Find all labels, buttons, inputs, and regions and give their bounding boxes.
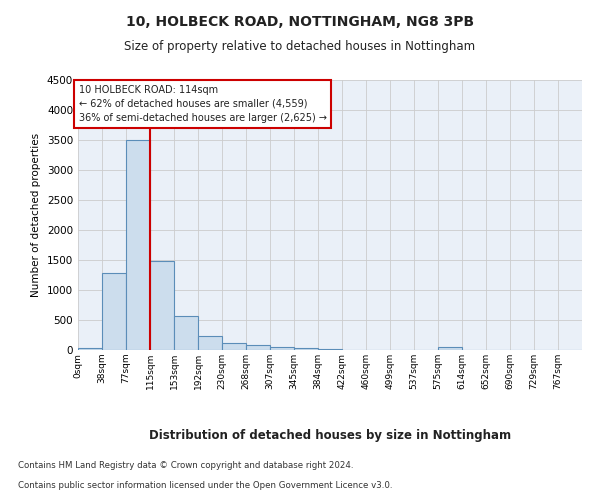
Bar (78, 348, 102, 350)
Text: Contains public sector information licensed under the Open Government Licence v3: Contains public sector information licen… (18, 481, 392, 490)
Text: Contains HM Land Registry data © Crown copyright and database right 2024.: Contains HM Land Registry data © Crown c… (18, 461, 353, 470)
Text: Size of property relative to detached houses in Nottingham: Size of property relative to detached ho… (124, 40, 476, 53)
Text: 10, HOLBECK ROAD, NOTTINGHAM, NG8 3PB: 10, HOLBECK ROAD, NOTTINGHAM, NG8 3PB (126, 15, 474, 29)
Bar (102, 273, 126, 350)
Bar (174, 316, 198, 350)
Bar (438, 347, 462, 350)
Bar (270, 347, 294, 350)
Bar (126, 140, 150, 350)
Bar (294, 348, 318, 350)
Bar (246, 345, 270, 350)
Bar (150, 261, 174, 350)
Y-axis label: Number of detached properties: Number of detached properties (31, 133, 41, 297)
Bar (222, 343, 246, 350)
Bar (198, 336, 222, 350)
Text: Distribution of detached houses by size in Nottingham: Distribution of detached houses by size … (149, 430, 511, 442)
Text: 10 HOLBECK ROAD: 114sqm
← 62% of detached houses are smaller (4,559)
36% of semi: 10 HOLBECK ROAD: 114sqm ← 62% of detache… (79, 85, 326, 123)
